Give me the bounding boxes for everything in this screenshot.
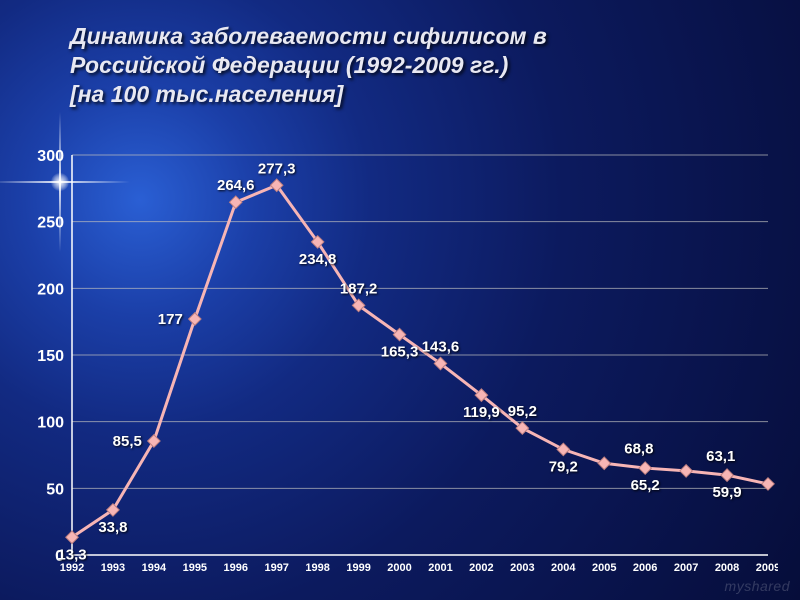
svg-text:1993: 1993 — [101, 562, 125, 574]
svg-text:187,2: 187,2 — [340, 280, 378, 297]
incidence-chart: 0501001502002503001992199319941995199619… — [22, 145, 778, 585]
svg-text:63,1: 63,1 — [706, 448, 735, 465]
svg-text:65,2: 65,2 — [631, 477, 660, 494]
svg-text:177: 177 — [158, 311, 183, 328]
svg-text:1996: 1996 — [224, 562, 248, 574]
svg-text:2004: 2004 — [551, 562, 576, 574]
svg-text:33,8: 33,8 — [98, 519, 127, 536]
svg-text:2002: 2002 — [469, 562, 493, 574]
svg-text:150: 150 — [37, 348, 64, 365]
svg-text:2001: 2001 — [428, 562, 452, 574]
title-line-3: [на 100 тыс.населения] — [70, 80, 760, 109]
svg-text:85,5: 85,5 — [113, 433, 142, 450]
svg-text:13,3: 13,3 — [57, 546, 86, 563]
svg-text:119,9: 119,9 — [463, 404, 500, 421]
svg-text:2000: 2000 — [387, 562, 411, 574]
title-line-1: Динамика заболеваемости сифилисом в — [70, 22, 760, 51]
svg-text:264,6: 264,6 — [217, 177, 255, 194]
svg-text:300: 300 — [37, 148, 64, 165]
svg-text:200: 200 — [37, 281, 64, 298]
chart-svg: 0501001502002503001992199319941995199619… — [22, 145, 778, 585]
svg-text:1992: 1992 — [60, 562, 84, 574]
svg-text:1999: 1999 — [346, 562, 370, 574]
slide-title: Динамика заболеваемости сифилисом в Росс… — [70, 22, 760, 108]
svg-text:165,3: 165,3 — [381, 344, 419, 361]
svg-text:250: 250 — [37, 215, 64, 232]
svg-text:2008: 2008 — [715, 562, 739, 574]
svg-text:234,8: 234,8 — [299, 251, 337, 268]
svg-text:95,2: 95,2 — [508, 403, 537, 420]
svg-text:50: 50 — [46, 481, 64, 498]
svg-text:2005: 2005 — [592, 562, 616, 574]
svg-text:2009: 2009 — [756, 562, 778, 574]
slide-root: Динамика заболеваемости сифилисом в Росс… — [0, 0, 800, 600]
title-line-2: Российской Федерации (1992-2009 гг.) — [70, 51, 760, 80]
svg-text:277,3: 277,3 — [258, 160, 296, 177]
svg-text:100: 100 — [37, 415, 64, 432]
svg-text:79,2: 79,2 — [549, 458, 578, 475]
svg-text:1998: 1998 — [305, 562, 329, 574]
svg-text:1995: 1995 — [183, 562, 207, 574]
svg-text:68,8: 68,8 — [624, 440, 653, 457]
svg-text:1997: 1997 — [264, 562, 288, 574]
watermark: myshared — [725, 578, 790, 594]
svg-text:143,6: 143,6 — [422, 339, 460, 356]
svg-text:2003: 2003 — [510, 562, 534, 574]
svg-text:2006: 2006 — [633, 562, 657, 574]
svg-text:59,9: 59,9 — [712, 484, 741, 501]
svg-text:2007: 2007 — [674, 562, 698, 574]
svg-text:1994: 1994 — [142, 562, 167, 574]
